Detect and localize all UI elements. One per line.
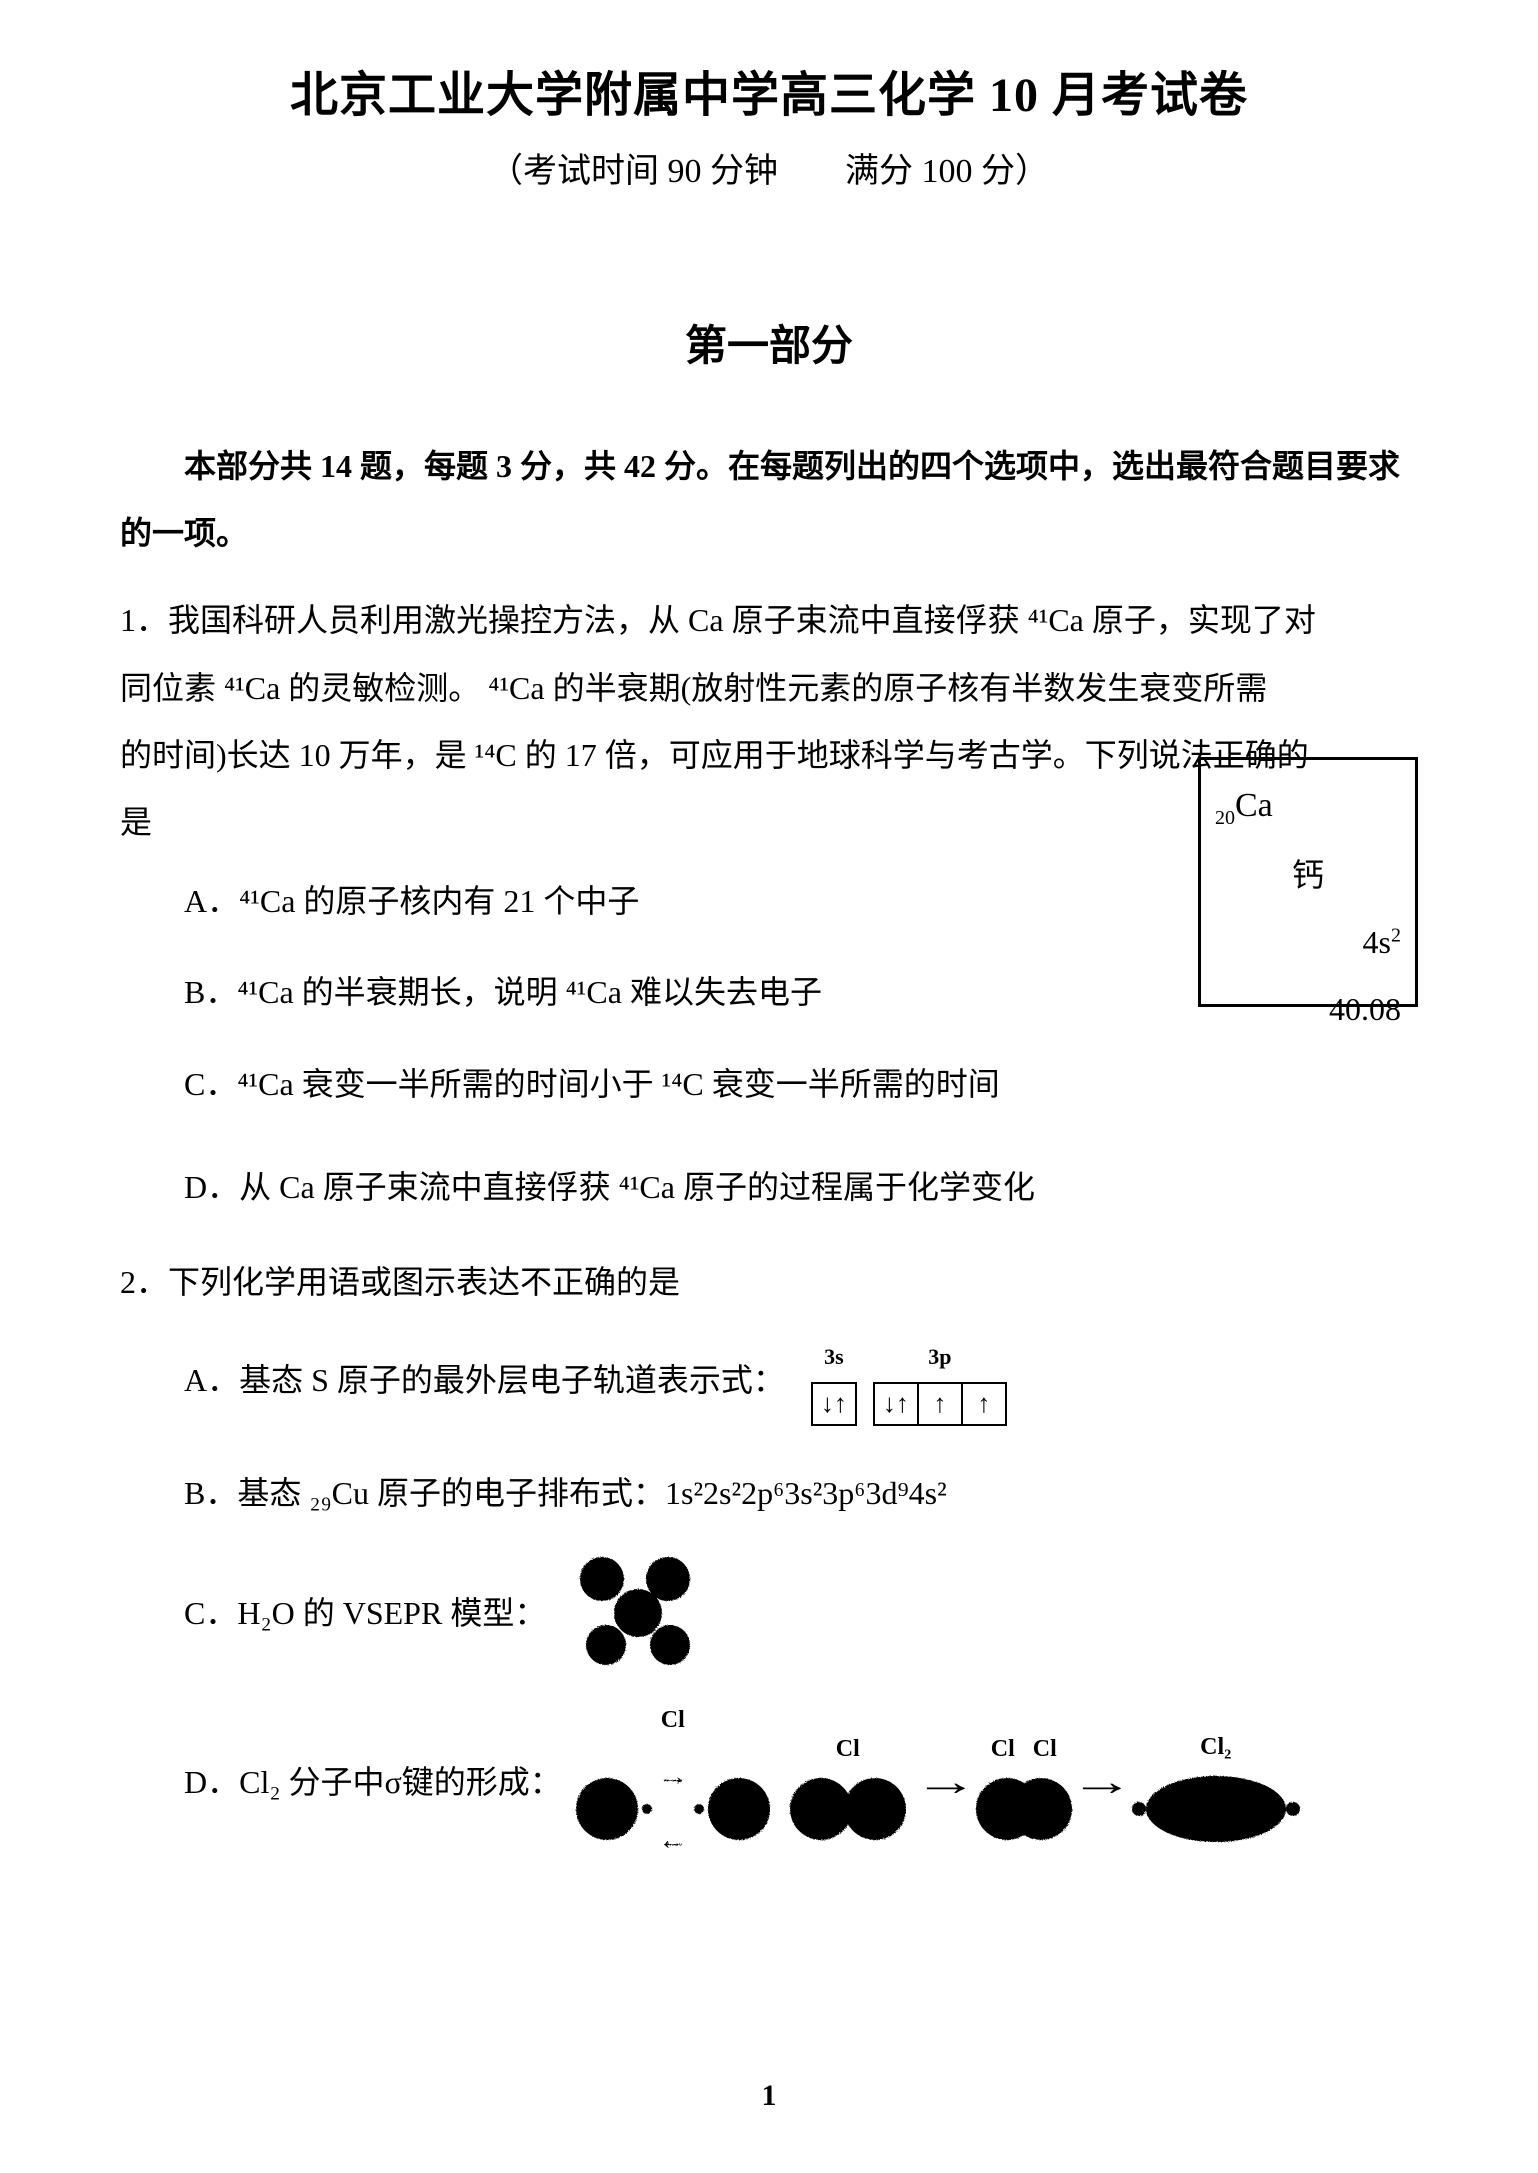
orbital-box: ↓↑	[811, 1382, 857, 1426]
arrow-icon: →	[657, 1814, 688, 1869]
question-1: 1．我国科研人员利用激光操控方法，从 Ca 原子束流中直接俘获 ⁴¹Ca 原子，…	[120, 587, 1418, 1221]
element-card-ca: 20Ca 钙 4s2 40.08	[1198, 757, 1418, 1007]
sigma-stage-2: Cl	[794, 1724, 902, 1840]
orbital-3s: 3s ↓↑	[811, 1334, 857, 1426]
q2-d-label: D．Cl₂ 分子中σ键的形成：	[184, 1749, 562, 1816]
q1-stem: 1．我国科研人员利用激光操控方法，从 Ca 原子束流中直接俘获 ⁴¹Ca 原子，…	[120, 587, 1418, 654]
sigma-bond-diagram: Cl → → Cl →	[576, 1695, 1418, 1869]
orbital-diagram: 3s ↓↑ 3p ↓↑ ↑ ↑	[811, 1334, 1007, 1426]
q1-line1: 我国科研人员利用激光操控方法，从 Ca 原子束流中直接俘获 ⁴¹Ca 原子，实现…	[168, 602, 1316, 638]
element-mass: 40.08	[1215, 976, 1401, 1043]
instructions-tail: 一项。	[152, 515, 248, 551]
page-subtitle: （考试时间 90 分钟 满分 100 分）	[120, 143, 1418, 192]
subtitle-left: （考试时间 90 分钟	[489, 153, 778, 190]
q1-line2: 同位素 ⁴¹Ca 的灵敏检测。 ⁴¹Ca 的半衰期(放射性元素的原子核有半数发生…	[120, 655, 1418, 722]
element-name: 钙	[1215, 842, 1401, 909]
arrow-icon: →	[914, 1740, 978, 1824]
q2-option-b: B．基态 ₂₉Cu 原子的电子排布式：1s²2s²2p⁶3s²3p⁶3d⁹4s²	[120, 1460, 1418, 1527]
q2-b-label: B．基态 ₂₉Cu 原子的电子排布式：1s²2s²2p⁶3s²3p⁶3d⁹4s²	[184, 1460, 947, 1527]
q2-option-d: D．Cl₂ 分子中σ键的形成： Cl → → Cl	[120, 1695, 1418, 1869]
q2-a-label: A．基态 S 原子的最外层电子轨道表示式：	[184, 1347, 785, 1414]
exam-page: 北京工业大学附属中学高三化学 10 月考试卷 （考试时间 90 分钟 满分 10…	[0, 0, 1538, 2173]
element-atomic-number: 20Ca	[1215, 770, 1401, 841]
instructions-text: 本部分共 14 题，每题 3 分，共 42 分。在每题列出的四个选项中，选出最符…	[120, 448, 1400, 551]
q2-stem-text: 下列化学用语或图示表达不正确的是	[168, 1264, 680, 1300]
sigma-stage-1: Cl → →	[576, 1695, 770, 1869]
sigma-stage-4: Cl₂	[1146, 1722, 1286, 1842]
element-config: 4s2	[1215, 909, 1401, 976]
q2-option-c: C．H₂O 的 VSEPR 模型：	[120, 1553, 1418, 1673]
question-2: 2．下列化学用语或图示表达不正确的是 A．基态 S 原子的最外层电子轨道表示式：…	[120, 1249, 1418, 1869]
q2-number: 2．	[120, 1264, 168, 1300]
orbital-3p: 3p ↓↑ ↑ ↑	[873, 1334, 1007, 1426]
vsepr-model-icon	[564, 1553, 714, 1673]
section-title: 第一部分	[120, 312, 1418, 373]
orbital-box: ↑	[919, 1382, 963, 1426]
subtitle-right: 满分 100 分）	[845, 153, 1049, 190]
q1-number: 1．	[120, 602, 168, 638]
orbital-box: ↑	[963, 1382, 1007, 1426]
orbital-box: ↓↑	[873, 1382, 919, 1426]
page-number: 1	[0, 2079, 1538, 2113]
arrow-icon: →	[1070, 1740, 1134, 1824]
arrow-icon: →	[657, 1750, 688, 1805]
q2-stem: 2．下列化学用语或图示表达不正确的是	[120, 1249, 1418, 1316]
q1-option-c: C．⁴¹Ca 衰变一半所需的时间小于 ¹⁴C 衰变一半所需的时间	[120, 1051, 1418, 1118]
q2-option-a: A．基态 S 原子的最外层电子轨道表示式： 3s ↓↑ 3p ↓↑ ↑ ↑	[120, 1334, 1418, 1426]
sigma-stage-3: Cl Cl	[990, 1724, 1058, 1840]
q2-c-label: C．H₂O 的 VSEPR 模型：	[184, 1580, 546, 1647]
page-title: 北京工业大学附属中学高三化学 10 月考试卷	[120, 55, 1418, 125]
q1-option-d: D．从 Ca 原子束流中直接俘获 ⁴¹Ca 原子的过程属于化学变化	[120, 1154, 1418, 1221]
section-instructions: 本部分共 14 题，每题 3 分，共 42 分。在每题列出的四个选项中，选出最符…	[120, 433, 1418, 567]
